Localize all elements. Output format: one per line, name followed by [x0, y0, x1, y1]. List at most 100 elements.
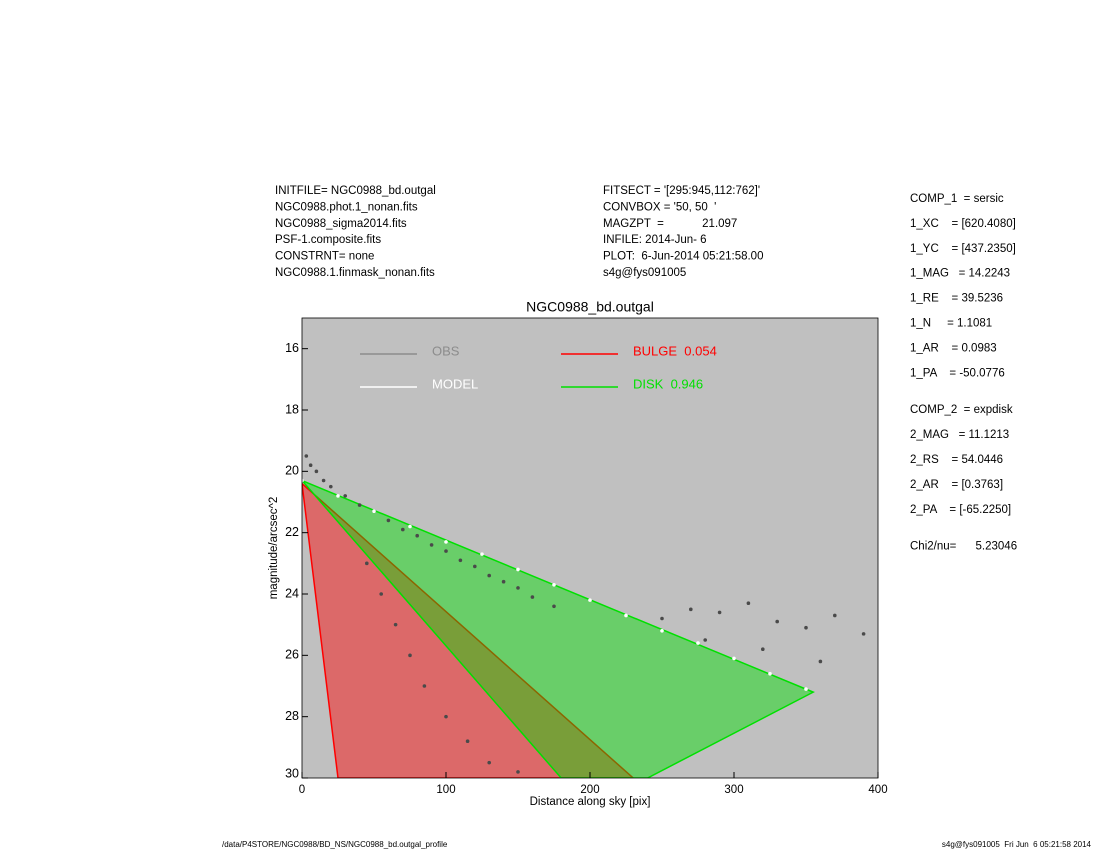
fit-parameter: 1_AR = 0.0983: [910, 342, 997, 354]
data-point: [516, 770, 520, 774]
fit-parameter: 2_PA = [-65.2250]: [910, 504, 1011, 516]
y-tick-label: 30: [285, 766, 299, 780]
y-tick-label: 24: [285, 586, 299, 600]
header-left-line: INITFILE= NGC0988_bd.outgal: [275, 185, 436, 197]
data-point: [473, 564, 477, 569]
x-tick-label: 300: [724, 784, 743, 796]
data-point: [861, 632, 866, 636]
fit-parameter: COMP_2 = expdisk: [910, 404, 1013, 416]
data-point: [393, 622, 398, 627]
data-point: [314, 469, 319, 474]
data-point: [818, 659, 823, 664]
data-point: [415, 533, 420, 538]
data-point: [660, 616, 664, 621]
header-middle-line: s4g@fys091005: [603, 267, 686, 279]
legend-label: BULGE 0.054: [633, 343, 717, 358]
fit-parameter: 1_PA = -50.0776: [910, 367, 1005, 379]
data-point: [660, 629, 664, 633]
x-tick-label: 400: [868, 784, 887, 796]
footer-path: /data/P4STORE/NGC0988/BD_NS/NGC0988_bd.o…: [222, 840, 448, 849]
fit-parameter: 1_N = 1.1081: [910, 318, 992, 330]
y-tick-label: 18: [285, 402, 299, 416]
data-point: [408, 653, 412, 658]
data-point: [336, 494, 340, 498]
data-point: [501, 579, 506, 584]
data-point: [487, 573, 492, 578]
data-point: [379, 592, 384, 596]
model-component: [302, 479, 815, 778]
y-tick-label: 20: [285, 464, 299, 478]
header-middle-line: PLOT: 6-Jun-2014 05:21:58.00: [603, 251, 763, 263]
fit-parameter: 1_YC = [437.2350]: [910, 243, 1016, 255]
data-point: [429, 543, 434, 547]
data-point: [775, 619, 779, 624]
data-point: [304, 454, 309, 458]
data-point: [329, 484, 333, 489]
data-point: [588, 598, 592, 602]
legend-label: OBS: [432, 343, 460, 358]
data-point: [458, 558, 463, 563]
data-point: [343, 494, 348, 498]
data-point: [372, 509, 376, 513]
header-left-line: NGC0988.phot.1_nonan.fits: [275, 201, 418, 213]
plot-marks: [302, 454, 866, 778]
y-tick-label: 28: [285, 709, 299, 723]
fit-parameter: Chi2/nu= 5.23046: [910, 541, 1017, 553]
data-point: [552, 583, 556, 587]
y-tick-label: 22: [285, 525, 299, 539]
fit-parameter: 1_XC = [620.4080]: [910, 218, 1016, 230]
data-point: [624, 613, 628, 618]
data-point: [689, 607, 693, 612]
x-tick-label: 0: [299, 784, 305, 796]
fit-parameter: 1_MAG = 14.2243: [910, 268, 1010, 280]
data-point: [552, 604, 556, 609]
data-point: [408, 524, 412, 529]
plot-area: [302, 318, 878, 778]
data-point: [516, 586, 520, 590]
header-left-line: CONSTRNT= none: [275, 251, 374, 263]
data-point: [386, 518, 391, 523]
data-point: [321, 478, 326, 483]
y-axis-label: magnitude/arcsec^2: [268, 497, 280, 600]
data-point: [761, 647, 765, 651]
data-point: [516, 567, 520, 572]
data-point: [444, 540, 448, 544]
data-point: [308, 463, 313, 468]
legend-label: DISK 0.946: [633, 376, 703, 391]
data-point: [696, 641, 700, 645]
fit-parameter: 1_RE = 39.5236: [910, 293, 1003, 305]
data-point: [804, 625, 808, 630]
header-middle-line: CONVBOX = '50, 50 ': [603, 201, 716, 213]
header-left-line: NGC0988.1.finmask_nonan.fits: [275, 267, 435, 279]
fit-parameter: 2_MAG = 11.1213: [910, 429, 1009, 441]
y-tick-label: 16: [285, 341, 299, 355]
data-point: [703, 638, 707, 642]
header-middle-line: INFILE: 2014-Jun- 6: [603, 234, 707, 246]
data-point: [444, 714, 448, 719]
data-point: [768, 671, 772, 676]
data-point: [530, 595, 535, 599]
header-left-line: NGC0988_sigma2014.fits: [275, 218, 407, 230]
data-point: [487, 760, 492, 765]
x-tick-label: 100: [436, 784, 455, 796]
fit-parameter: 2_RS = 54.0446: [910, 454, 1003, 466]
data-point: [302, 478, 304, 483]
data-point: [746, 601, 751, 605]
data-point: [401, 527, 405, 532]
fit-parameter: COMP_1 = sersic: [910, 193, 1004, 205]
data-point: [465, 739, 470, 743]
legend-label: MODEL: [432, 376, 478, 391]
data-point: [833, 613, 837, 618]
header-middle-line: FITSECT = '[295:945,112:762]': [603, 185, 760, 197]
data-point: [365, 561, 369, 566]
data-point: [732, 656, 736, 661]
header-left-line: PSF-1.composite.fits: [275, 234, 381, 246]
data-point: [422, 684, 427, 688]
data-point: [804, 687, 808, 691]
model-component: [302, 482, 635, 778]
data-point: [444, 549, 448, 553]
y-tick-label: 26: [285, 648, 299, 662]
header-middle-line: MAGZPT = 21.097: [603, 218, 737, 230]
data-point: [357, 503, 362, 507]
x-axis-label: Distance along sky [pix]: [530, 796, 651, 808]
